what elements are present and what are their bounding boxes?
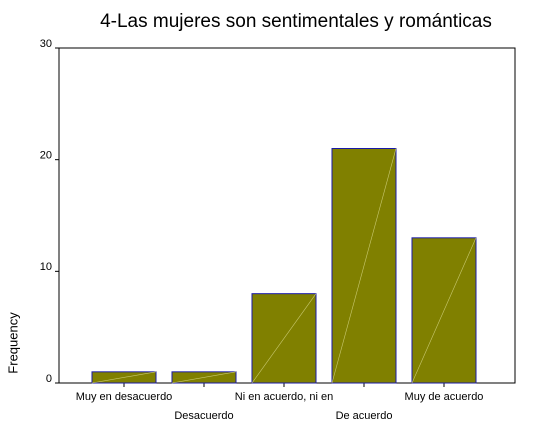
y-axis-label: Frequency xyxy=(5,312,20,374)
bar-hatch xyxy=(331,148,397,384)
x-tick-label: Ni en acuerdo, ni en xyxy=(235,391,333,403)
x-tick-label: Desacuerdo xyxy=(174,410,233,422)
bar-hatch xyxy=(171,371,237,384)
x-tick-label: Muy de acuerdo xyxy=(405,391,484,403)
y-tick-label: 0 xyxy=(46,373,52,385)
y-tick-label: 10 xyxy=(40,261,52,273)
bar-hatch xyxy=(91,371,157,384)
chart-title: 4-Las mujeres son sentimentales y románt… xyxy=(100,11,492,32)
bar-hatch xyxy=(251,293,317,384)
x-tick-label: Muy en desacuerdo xyxy=(76,391,173,403)
x-tick-label: De acuerdo xyxy=(336,410,393,422)
y-tick-label: 30 xyxy=(40,38,52,50)
y-tick-label: 20 xyxy=(40,150,52,162)
bar-hatch xyxy=(411,237,477,384)
